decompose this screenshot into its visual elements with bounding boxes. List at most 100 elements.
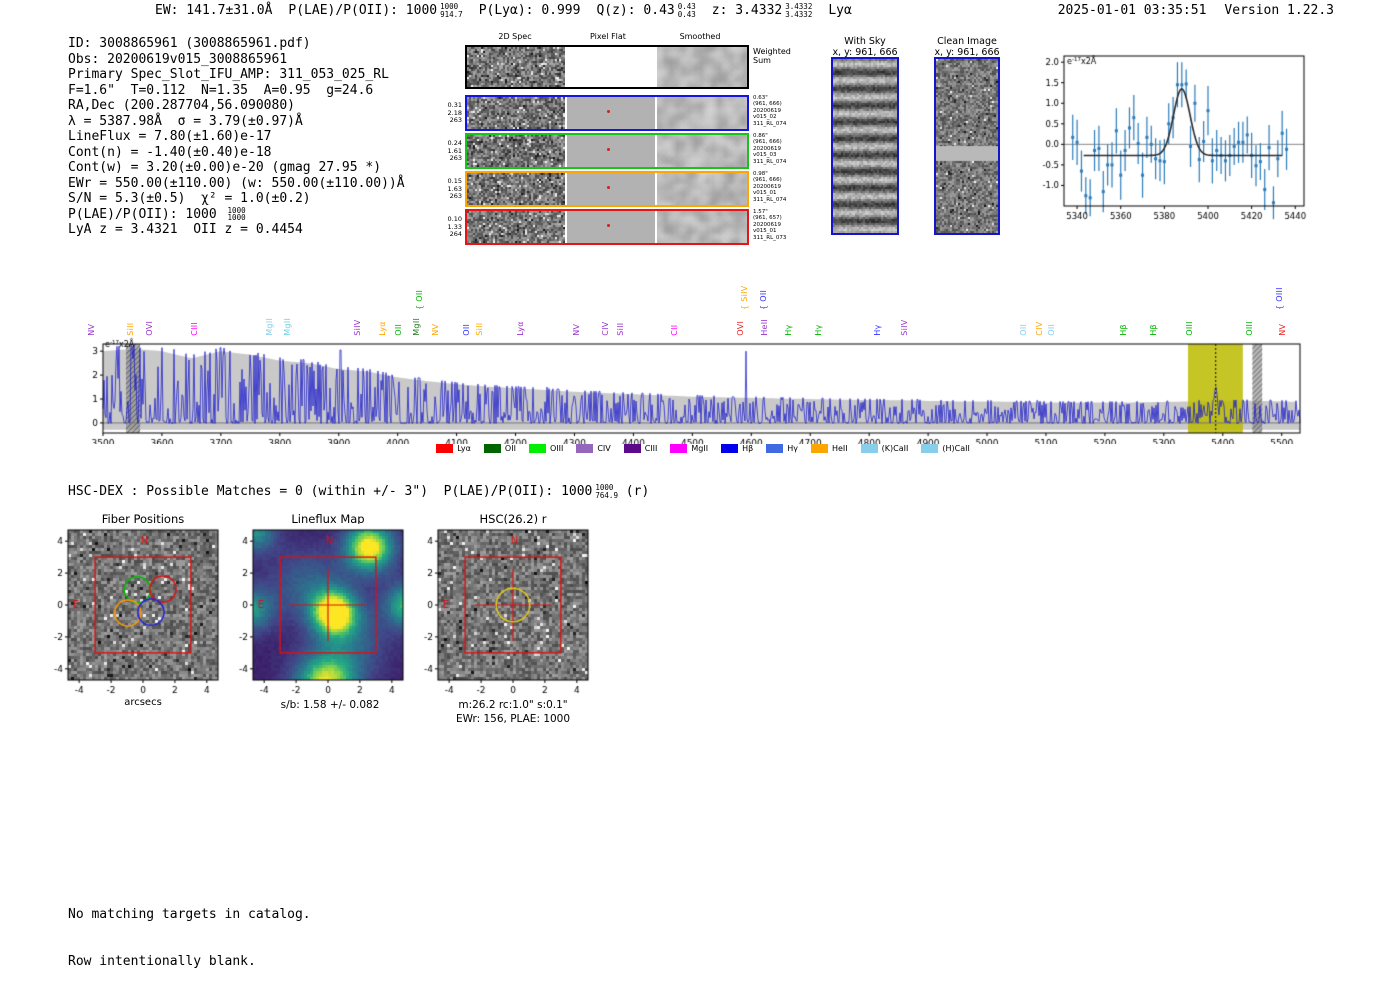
spec2d-noise-image (467, 47, 565, 87)
legend-item: Hγ (766, 444, 798, 453)
legend-swatch (921, 444, 939, 453)
with-sky-image (831, 57, 899, 235)
hsc-dex-line: HSC-DEX : Possible Matches = 0 (within +… (68, 483, 650, 500)
lineflux-map-title: Lineflux Map (291, 512, 365, 526)
strip-box (465, 133, 749, 169)
pixel-flat-section (567, 211, 655, 243)
footer-line-2: Row intentionally blank. (68, 953, 256, 969)
fraction: 1000 1000 (227, 205, 246, 223)
fiber-positions-title: Fiber Positions (101, 512, 185, 526)
legend-swatch (483, 444, 501, 453)
legend-item: MgII (670, 444, 708, 453)
version-label: Version 1.22.3 (1224, 3, 1334, 18)
legend-swatch (860, 444, 878, 453)
col-header-2dspec: 2D Spec (498, 32, 532, 41)
info-block: ID: 3008865961 (3008865961.pdf) Obs: 2020… (68, 36, 405, 238)
plae-poii-value: P(LAE)/P(OII): 1000 1000 914.7 (288, 2, 463, 19)
strip-right-labels: 0.86" (961, 666) 20200619 v015_03 311_RL_074 (753, 133, 787, 165)
flat-marker-dot (607, 110, 611, 114)
legend-swatch (576, 444, 594, 453)
legend-swatch (766, 444, 784, 453)
hscdex-fraction: 1000 764.9 (595, 483, 618, 500)
spec2d-panel: 2D Spec Pixel Flat Smoothed Weighted Sum 0… (441, 30, 809, 255)
strip-box (465, 45, 749, 89)
legend-item: Hβ (721, 444, 753, 453)
strip-left-labels: 0.15 1.63 263 (447, 176, 462, 200)
pixel-flat-section (567, 173, 655, 205)
legend-label: (H)CaII (942, 444, 970, 453)
lineflux-map-canvas (229, 524, 409, 700)
info-line: Primary Spec_Slot_IFU_AMP: 311_053_025_R… (68, 67, 389, 82)
info-line: ID: 3008865961 (3008865961.pdf) (68, 36, 311, 51)
strip-left-labels: 0.10 1.33 264 (447, 214, 462, 238)
fiber-xlabel: arcsecs (124, 697, 162, 708)
legend-swatch (528, 444, 546, 453)
line-fit-zoom-plot (1038, 48, 1310, 234)
full-spectrum-plot (88, 336, 1318, 444)
legend-label: MgII (691, 444, 709, 453)
lineflux-caption: s/b: 1.58 +/- 0.082 (280, 699, 380, 711)
header-meta: 2025-01-01 03:35:51 Version 1.22.3 (1058, 3, 1334, 18)
z-fraction: 3.4332 3.4332 (785, 2, 813, 19)
clean-image (934, 57, 1000, 235)
legend-label: CIII (644, 444, 658, 453)
weighted-sum-label: Weighted Sum (753, 47, 791, 65)
legend-item: OII (483, 444, 516, 453)
smoothed-image (657, 47, 747, 87)
legend-item: OIII (528, 444, 564, 453)
redshift-value: z: 3.4332 3.4332 3.4332 (711, 2, 813, 19)
legend-item: (H)CaII (921, 444, 970, 453)
with-sky-title: With Sky x, y: 961, 666 (832, 36, 898, 58)
info-line: Cont(n) = -1.40(±0.40)e-18 (68, 144, 272, 160)
flat-marker-dot (607, 224, 611, 228)
spec2d-strip: 0.24 1.61 263 0.86" (961, 666) 20200619 v015_0… (441, 133, 809, 169)
pixel-flat-section (567, 47, 655, 87)
spec2d-noise-image (467, 135, 565, 167)
spectral-line-label: { SiIV (739, 285, 749, 310)
pixel-flat-section (567, 97, 655, 129)
plae-fraction: 1000 914.7 (440, 2, 463, 19)
info-line: F=1.6" T=0.112 N=1.35 A=0.95 g=24.6 (68, 82, 374, 98)
info-line: LineFlux = 7.80(±1.60)e-17 (68, 129, 272, 144)
strip-left-labels: 0.24 1.61 263 (447, 138, 462, 162)
hsc-cutout-canvas (414, 524, 594, 700)
spec2d-noise-image (467, 211, 565, 243)
legend-label: Hβ (742, 444, 754, 453)
flat-marker-dot (607, 148, 611, 152)
qz-fraction: 0.43 0.43 (677, 2, 696, 19)
ew-value: EW: 141.7±31.0Å (155, 3, 273, 18)
spec2d-strips: Weighted Sum 0.31 2.18 263 0.63" (961, 666) 202… (441, 30, 809, 255)
smoothed-image (657, 173, 747, 205)
spectrum-legend: Lyα OII OIII CIV CIII MgII Hβ Hγ HeII (K)CaII (H)C… (88, 444, 1318, 453)
strip-box (465, 209, 749, 245)
spec2d-strip: 0.31 2.18 263 0.63" (961, 666) 20200619 v015_0… (441, 95, 809, 131)
hsc-caption-1: m:26.2 rc:1.0" s:0.1" (458, 699, 568, 711)
line-id: Lyα (828, 3, 852, 18)
strip-box (465, 171, 749, 207)
legend-label: OII (504, 444, 516, 453)
legend-label: CIV (597, 444, 611, 453)
footer-notes: No matching targets in catalog. Row inte… (68, 876, 311, 985)
smoothed-image (657, 97, 747, 129)
col-header-smoothed: Smoothed (679, 32, 721, 41)
legend-item: HeII (810, 444, 848, 453)
legend-label: HeII (831, 444, 848, 453)
smoothed-image (657, 211, 747, 243)
timestamp: 2025-01-01 03:35:51 (1057, 3, 1207, 18)
legend-swatch (670, 444, 688, 453)
strip-right-labels: 0.63" (961, 666) 20200619 v015_02 311_RL_074 (753, 95, 787, 127)
info-line: λ = 5387.98Å σ = 3.79(±0.97)Å (68, 113, 303, 129)
plya-value: P(Lyα): 0.999 (478, 3, 581, 18)
info-line: Cont(w) = 3.20(±0.00)e-20 (gmag 27.95 *) (68, 160, 382, 175)
spec2d-noise-image (467, 97, 565, 129)
legend-label: Hγ (787, 444, 798, 453)
spec2d-strip: Weighted Sum (441, 45, 809, 89)
legend-swatch (810, 444, 828, 453)
legend-item: Lyα (436, 444, 471, 453)
legend-label: OIII (549, 444, 564, 453)
info-line: RA,Dec (200.287704,56.090080) (68, 98, 295, 113)
hsc-caption-2: EWr: 156, PLAE: 1000 (455, 713, 571, 725)
info-line: P(LAE)/P(OII): 1000 1000 1000 (68, 205, 246, 223)
spectral-line-label: { OIII (1274, 287, 1284, 310)
info-line: EWr = 550.00(±110.00) (w: 550.00(±110.00… (68, 175, 405, 191)
